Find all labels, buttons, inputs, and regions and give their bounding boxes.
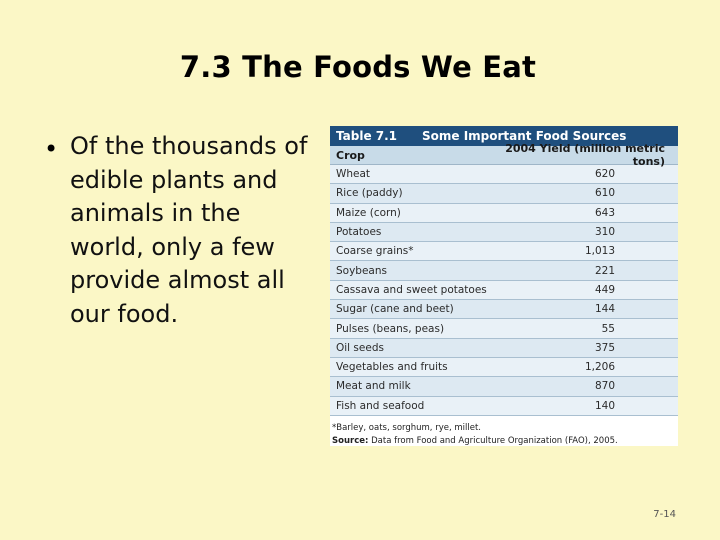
yield-cell: 1,206	[584, 361, 615, 374]
bullet-text: Of the thousands of edible plants and an…	[70, 132, 308, 328]
yield-cell: 55	[601, 322, 615, 335]
crop-cell: Pulses (beans, peas)	[336, 322, 445, 335]
yield-cell: 449	[594, 283, 615, 296]
table-row: Cassava and sweet potatoes 449	[330, 280, 678, 301]
table-row: Rice (paddy) 610	[330, 184, 678, 204]
table-row: Soybeans 221	[330, 261, 678, 281]
crop-cell: Fish and seafood	[336, 399, 425, 412]
table-row: Vegetables and fruits 1,206	[330, 357, 678, 378]
slide-number: 7-14	[653, 509, 676, 520]
yield-cell: 1,013	[584, 245, 615, 258]
crop-cell: Vegetables and fruits	[336, 361, 448, 374]
table-number: Table 7.1	[336, 129, 398, 143]
yield-cell: 140	[594, 399, 615, 412]
table-column-headers: Crop 2004 Yield (million metric tons)	[330, 142, 678, 168]
crop-cell: Wheat	[336, 168, 371, 181]
table-body: Wheat 620 Rice (paddy) 610 Maize (corn) 643 Po…	[330, 165, 678, 416]
yield-cell: 221	[594, 264, 615, 277]
yield-cell: 610	[594, 187, 615, 200]
crop-cell: Oil seeds	[336, 341, 384, 354]
column-header-yield: 2004 Yield (million metric tons)	[505, 142, 665, 168]
crop-cell: Maize (corn)	[336, 206, 401, 219]
table-row: Oil seeds 375	[330, 338, 678, 358]
bullet-dot-icon: •	[44, 135, 59, 163]
table-row: Pulses (beans, peas) 55	[330, 319, 678, 339]
table-header: Table 7.1 Some Important Food Sources	[330, 126, 678, 146]
yield-cell: 310	[594, 226, 615, 239]
table-row: Coarse grains* 1,013	[330, 242, 678, 262]
table-footnotes: *Barley, oats, sorghum, rye, millet. Sou…	[330, 416, 678, 448]
yield-cell: 620	[594, 168, 615, 181]
source-text: Data from Food and Agriculture Organizat…	[371, 435, 618, 446]
yield-cell: 870	[594, 380, 615, 393]
crop-cell: Meat and milk	[336, 380, 411, 393]
column-header-crop: Crop	[336, 148, 365, 162]
crop-cell: Rice (paddy)	[336, 187, 403, 200]
table-footnote: *Barley, oats, sorghum, rye, millet.	[332, 422, 481, 433]
yield-cell: 144	[594, 303, 615, 316]
yield-cell: 643	[594, 206, 615, 219]
crop-cell: Coarse grains*	[336, 245, 414, 258]
table-row: Wheat 620	[330, 165, 678, 185]
slide-title: 7.3 The Foods We Eat	[179, 50, 537, 84]
table-row: Meat and milk 870	[330, 377, 678, 397]
table-row: Sugar (cane and beet) 144	[330, 300, 678, 320]
table-title: Some Important Food Sources	[422, 129, 627, 143]
yield-cell: 375	[594, 341, 615, 354]
food-sources-table: Table 7.1 Some Important Food Sources Cr…	[330, 126, 678, 446]
bullet-list: • Of the thousands of edible plants and …	[44, 130, 314, 331]
crop-cell: Cassava and sweet potatoes	[336, 283, 487, 296]
crop-cell: Sugar (cane and beet)	[336, 303, 454, 316]
crop-cell: Potatoes	[336, 226, 382, 239]
crop-cell: Soybeans	[336, 264, 387, 277]
table-source: Source: Data from Food and Agriculture O…	[332, 435, 678, 448]
source-label: Source:	[332, 435, 369, 446]
table-row: Fish and seafood 140	[330, 396, 678, 416]
table-row: Potatoes 310	[330, 222, 678, 243]
table-row: Maize (corn) 643	[330, 203, 678, 223]
